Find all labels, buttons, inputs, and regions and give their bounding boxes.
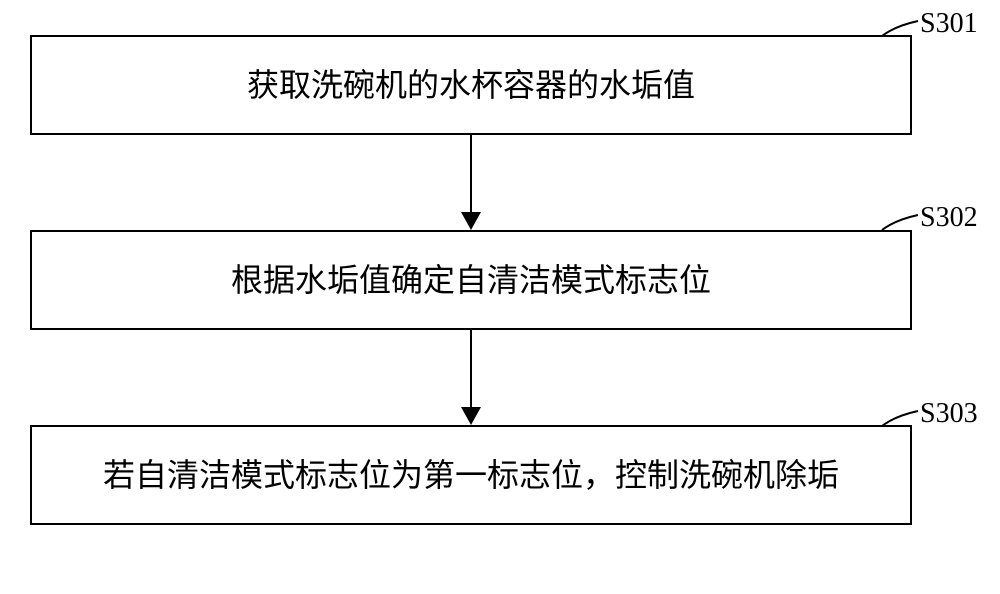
label-tick-s303 — [880, 408, 920, 428]
step-text-s301: 获取洗碗机的水杯容器的水垢值 — [247, 63, 695, 108]
step-text-s302: 根据水垢值确定自清洁模式标志位 — [231, 258, 711, 303]
step-text-s303: 若自清洁模式标志位为第一标志位，控制洗碗机除垢 — [103, 453, 839, 498]
arrow-line — [470, 330, 472, 407]
step-label-s302: S302 — [920, 202, 978, 234]
step-label-s303: S303 — [920, 398, 978, 430]
flowchart-container: 获取洗碗机的水杯容器的水垢值 S301 根据水垢值确定自清洁模式标志位 S302… — [0, 0, 1000, 594]
label-tick-s302 — [880, 212, 920, 232]
step-box-s303: 若自清洁模式标志位为第一标志位，控制洗碗机除垢 — [30, 425, 912, 525]
arrow-head — [461, 212, 481, 230]
arrow-line — [470, 135, 472, 212]
label-tick-s301 — [880, 18, 920, 38]
step-box-s302: 根据水垢值确定自清洁模式标志位 — [30, 230, 912, 330]
arrow-s302-s303 — [461, 330, 481, 425]
arrow-s301-s302 — [461, 135, 481, 230]
step-label-s301: S301 — [920, 8, 978, 40]
arrow-head — [461, 407, 481, 425]
step-box-s301: 获取洗碗机的水杯容器的水垢值 — [30, 35, 912, 135]
